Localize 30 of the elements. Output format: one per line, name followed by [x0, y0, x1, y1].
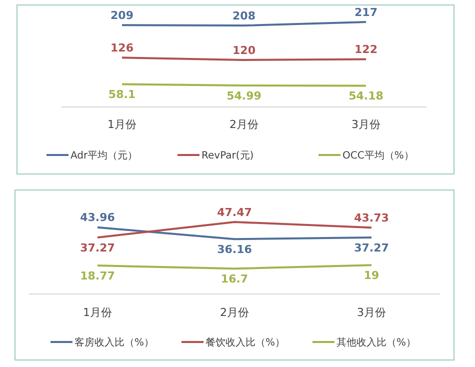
data-label: 19	[364, 269, 380, 282]
x-tick-label: 2月份	[230, 118, 258, 131]
data-label: 36.16	[217, 243, 252, 256]
legend-label: 客房收入比（%）	[74, 336, 154, 348]
data-label: 18.77	[80, 269, 115, 282]
legend-label: 餐饮收入比（%）	[206, 336, 286, 348]
x-tick-label: 1月份	[83, 306, 112, 319]
data-label: 37.27	[354, 241, 389, 254]
data-label: 43.73	[354, 212, 389, 225]
data-label: 16.7	[220, 272, 248, 286]
data-label: 43.96	[80, 211, 116, 224]
x-tick-label: 3月份	[357, 306, 386, 319]
data-label: 217	[354, 6, 378, 19]
data-label: 209	[110, 8, 134, 22]
data-label: 122	[354, 43, 378, 56]
x-tick-label: 2月份	[220, 306, 249, 319]
x-tick-label: 3月份	[352, 118, 380, 131]
x-tick-label: 1月份	[108, 118, 136, 131]
data-label: 54.99	[226, 89, 262, 102]
data-label: 47.47	[217, 206, 252, 219]
legend-label: 其他收入比（%）	[336, 336, 416, 348]
legend-label: Adr平均（元）	[70, 150, 138, 162]
data-label: 208	[232, 9, 256, 22]
legend-label: RevPar(元)	[202, 150, 254, 162]
data-label: 54.18	[348, 90, 384, 103]
data-label: 120	[232, 44, 256, 57]
data-label: 58.1	[108, 88, 136, 102]
legend-label: OCC平均（%）	[342, 150, 414, 162]
data-label: 37.27	[80, 241, 115, 254]
data-label: 126	[110, 41, 134, 54]
